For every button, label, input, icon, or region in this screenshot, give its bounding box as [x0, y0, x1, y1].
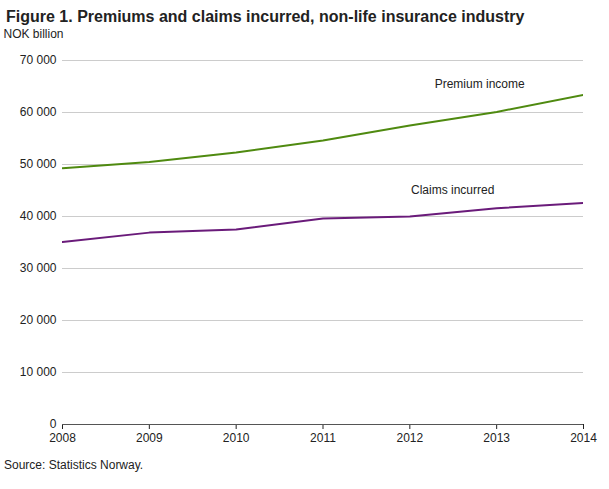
svg-text:0: 0: [50, 417, 57, 431]
svg-text:70 000: 70 000: [20, 53, 57, 67]
svg-text:2008: 2008: [49, 431, 76, 445]
svg-text:2012: 2012: [396, 431, 423, 445]
html-text:Source: Statistics Norway.: Source: Statistics Norway.: [4, 458, 144, 472]
svg-text:2009: 2009: [136, 431, 163, 445]
svg-text:NOK billion: NOK billion: [4, 27, 64, 41]
svg-text:20 000: 20 000: [20, 313, 57, 327]
svg-text:2010: 2010: [223, 431, 250, 445]
svg-text:Claims incurred: Claims incurred: [411, 183, 494, 197]
svg-text:30 000: 30 000: [20, 261, 57, 275]
svg-text:50 000: 50 000: [20, 157, 57, 171]
svg-text:2013: 2013: [483, 431, 510, 445]
html-text:Figure 1. Premiums and claims: Figure 1. Premiums and claims incurred, …: [6, 8, 525, 25]
svg-text:10 000: 10 000: [20, 365, 57, 379]
svg-text:60 000: 60 000: [20, 105, 57, 119]
svg-text:2014: 2014: [570, 431, 597, 445]
svg-text:2011: 2011: [310, 431, 336, 445]
svg-text:40 000: 40 000: [20, 209, 57, 223]
svg-text:Premium income: Premium income: [435, 77, 525, 91]
